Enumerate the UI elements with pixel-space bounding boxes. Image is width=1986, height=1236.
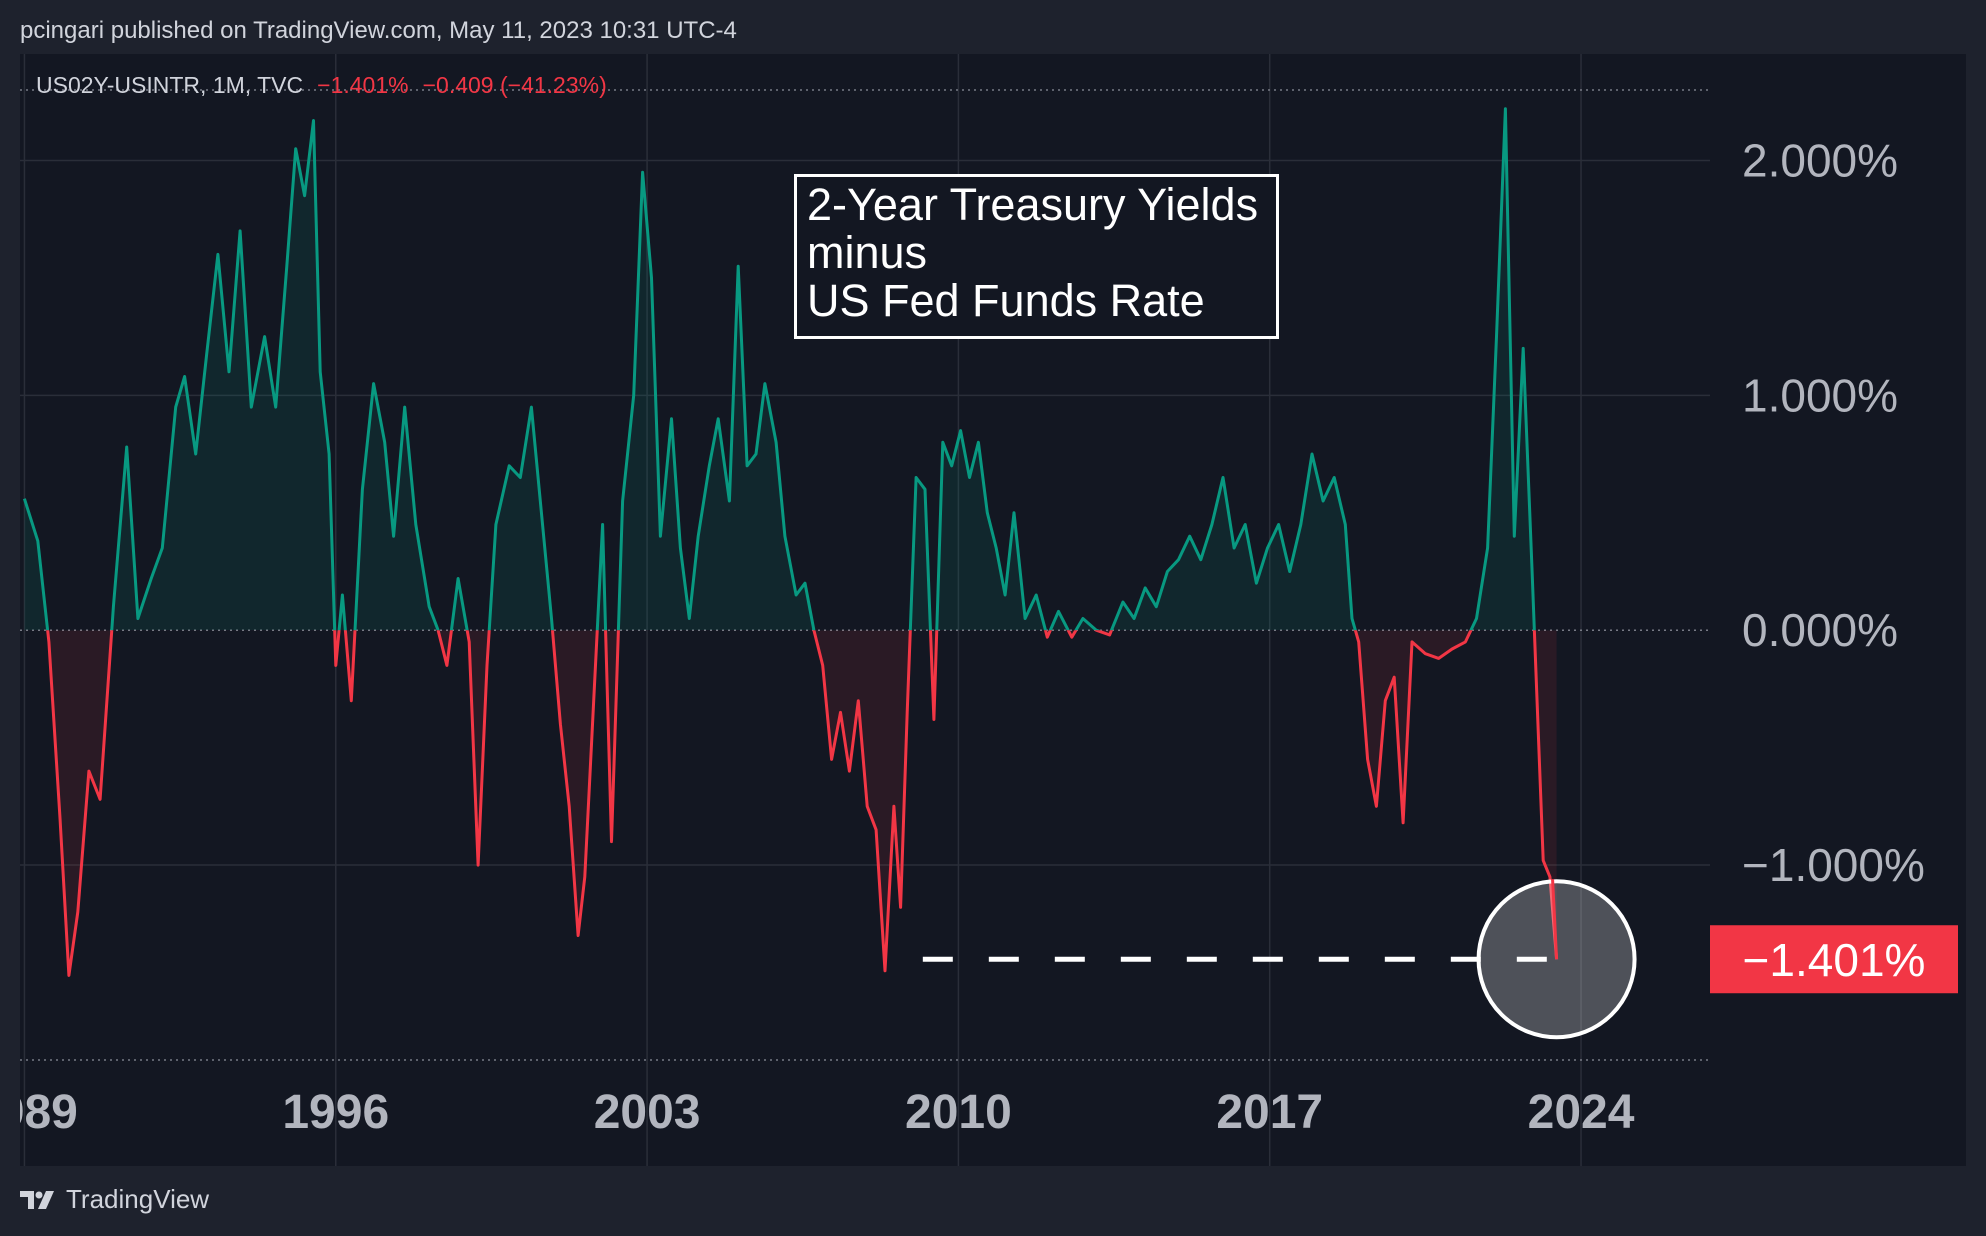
highlight-series-tail [1551, 879, 1559, 960]
series-line-positive [22, 107, 1536, 631]
x-tick-label: 2017 [1216, 1086, 1323, 1139]
x-tick-label: 2003 [594, 1086, 701, 1139]
negative-area-fill [24, 630, 1557, 976]
highlight-circle [1476, 879, 1637, 1040]
footer-brand[interactable]: TradingView [20, 1184, 209, 1215]
last-value-badge [1710, 925, 1958, 994]
annotation-line-3: US Fed Funds Rate [807, 275, 1205, 326]
legend-symbol[interactable]: US02Y-USINTR, 1M, TVC [36, 72, 304, 98]
y-tick-label: 1.000% [1742, 369, 1898, 421]
positive-area-fill [24, 108, 1535, 631]
tradingview-logo-icon [20, 1190, 54, 1209]
annotation-line-2: minus [807, 227, 928, 278]
x-tick-label: 2024 [1528, 1086, 1635, 1139]
last-value-label: −1.401% [1743, 934, 1926, 986]
published-header: pcingari published on TradingView.com, M… [20, 17, 737, 44]
annotation-line-1: 2-Year Treasury Yields [807, 179, 1259, 230]
negative-series-group [24, 630, 1559, 977]
symbol-legend[interactable]: US02Y-USINTR, 1M, TVC −1.401% −0.409 (−41.… [36, 70, 607, 100]
y-tick-label: 2.000% [1742, 134, 1898, 186]
x-tick-label: 2010 [905, 1086, 1012, 1139]
footer-brand-label: TradingView [66, 1184, 210, 1214]
positive-series-group [22, 107, 1536, 631]
x-tick-label: 1989 [0, 1086, 78, 1139]
x-tick-label: 1996 [282, 1086, 389, 1139]
annotation-box[interactable]: 2-Year Treasury Yields minus US Fed Fund… [794, 174, 1279, 339]
y-tick-label: −1.000% [1742, 839, 1925, 891]
legend-change: −0.409 (−41.23%) [422, 72, 607, 98]
legend-last-value: −1.401% [317, 72, 409, 98]
y-tick-label: 0.000% [1742, 604, 1898, 656]
